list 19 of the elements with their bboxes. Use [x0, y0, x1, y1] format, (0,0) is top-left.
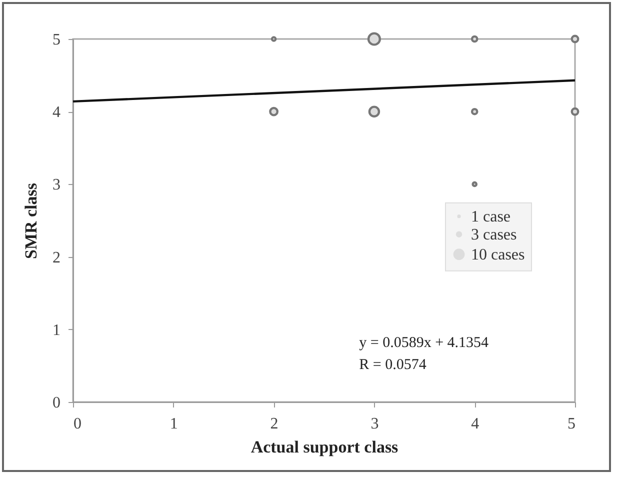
legend-label: 10 cases: [471, 246, 525, 264]
legend-label: 1 case: [471, 208, 511, 226]
x-tick-label: 3: [370, 416, 379, 432]
y-tick-label: 0: [52, 394, 60, 412]
legend-label: 3 cases: [471, 226, 517, 244]
x-tick-label: 5: [568, 416, 576, 432]
x-tick-label: 4: [471, 416, 480, 432]
annotation: y = 0.0589x + 4.1354: [359, 335, 490, 352]
y-axis-title: SMR class: [22, 182, 40, 260]
x-tick-label: 1: [170, 416, 178, 432]
y-tick-label: 2: [52, 249, 60, 266]
annotation: R = 0.0574: [359, 357, 427, 374]
y-tick-label: 3: [52, 176, 60, 194]
x-tick-label: 0: [74, 416, 82, 432]
y-tick-label: 4: [52, 104, 60, 122]
y-tick-label: 1: [52, 322, 60, 339]
y-tick-label: 5: [52, 32, 60, 48]
x-axis-title: Actual support class: [250, 438, 399, 456]
x-tick-label: 2: [270, 416, 278, 432]
